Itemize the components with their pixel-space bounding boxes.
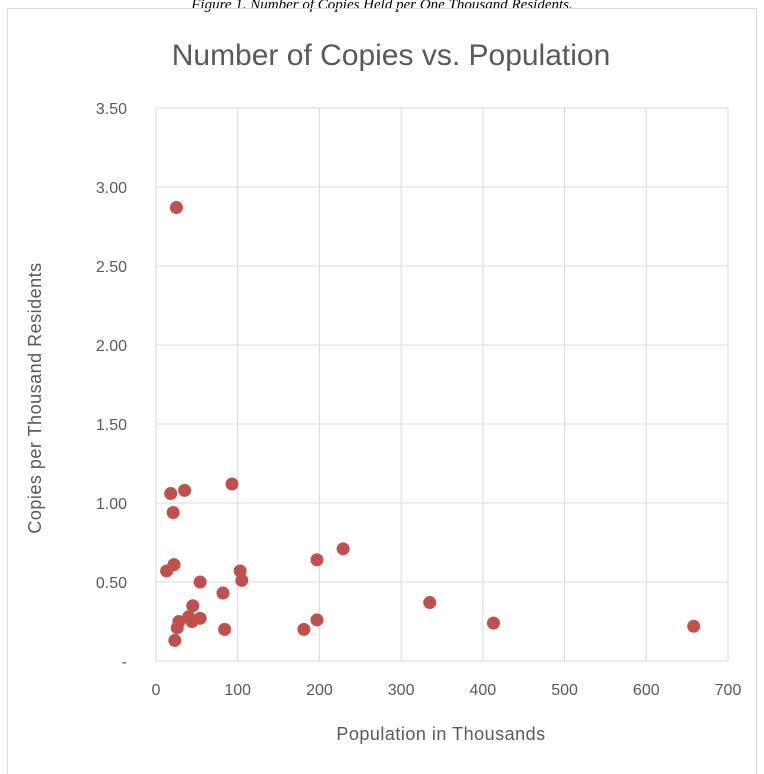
data-point (336, 542, 350, 556)
data-point (423, 596, 437, 610)
x-tick-label: 300 (388, 682, 415, 699)
figure-caption: Figure 1. Number of Copies Held per One … (191, 0, 573, 13)
x-tick-label: 0 (152, 682, 161, 699)
data-point (193, 575, 207, 589)
data-point (297, 622, 311, 636)
x-axis-title: Population in Thousands (336, 724, 545, 744)
data-point (218, 622, 232, 636)
data-point (168, 633, 182, 647)
x-tick-label: 700 (715, 682, 742, 699)
data-point (178, 483, 192, 497)
x-tick-label: 600 (633, 682, 660, 699)
y-tick-label: - (122, 654, 127, 671)
chart-frame (7, 8, 757, 774)
data-point (310, 553, 324, 567)
data-point (216, 586, 230, 600)
x-axis-ticks: 0 100 200 300 400 500 600 700 (152, 682, 742, 699)
data-point (164, 487, 178, 501)
y-axis-title: Copies per Thousand Residents (25, 262, 45, 533)
x-tick-label: 500 (551, 682, 578, 699)
x-tick-label: 100 (224, 682, 251, 699)
data-point (186, 599, 200, 613)
y-tick-label: 2.50 (96, 259, 127, 276)
data-point (235, 573, 249, 587)
x-tick-label: 400 (470, 682, 497, 699)
y-tick-label: 1.00 (96, 496, 127, 513)
y-axis-ticks: - 0.50 1.00 1.50 2.00 2.50 3.00 3.50 (96, 101, 127, 671)
data-point (169, 201, 183, 215)
y-tick-label: 3.00 (96, 180, 127, 197)
chart-title: Number of Copies vs. Population (172, 39, 611, 72)
data-point (687, 619, 701, 633)
y-tick-label: 0.50 (96, 575, 127, 592)
data-point (225, 477, 239, 491)
y-tick-label: 2.00 (96, 338, 127, 355)
data-point (486, 616, 500, 630)
data-point (185, 615, 199, 628)
x-tick-label: 200 (306, 682, 333, 699)
data-point (166, 505, 180, 519)
y-tick-label: 3.50 (96, 101, 127, 118)
data-point (160, 564, 174, 578)
data-point (170, 621, 184, 635)
data-points (160, 201, 701, 647)
y-tick-label: 1.50 (96, 417, 127, 434)
data-point (310, 613, 324, 627)
